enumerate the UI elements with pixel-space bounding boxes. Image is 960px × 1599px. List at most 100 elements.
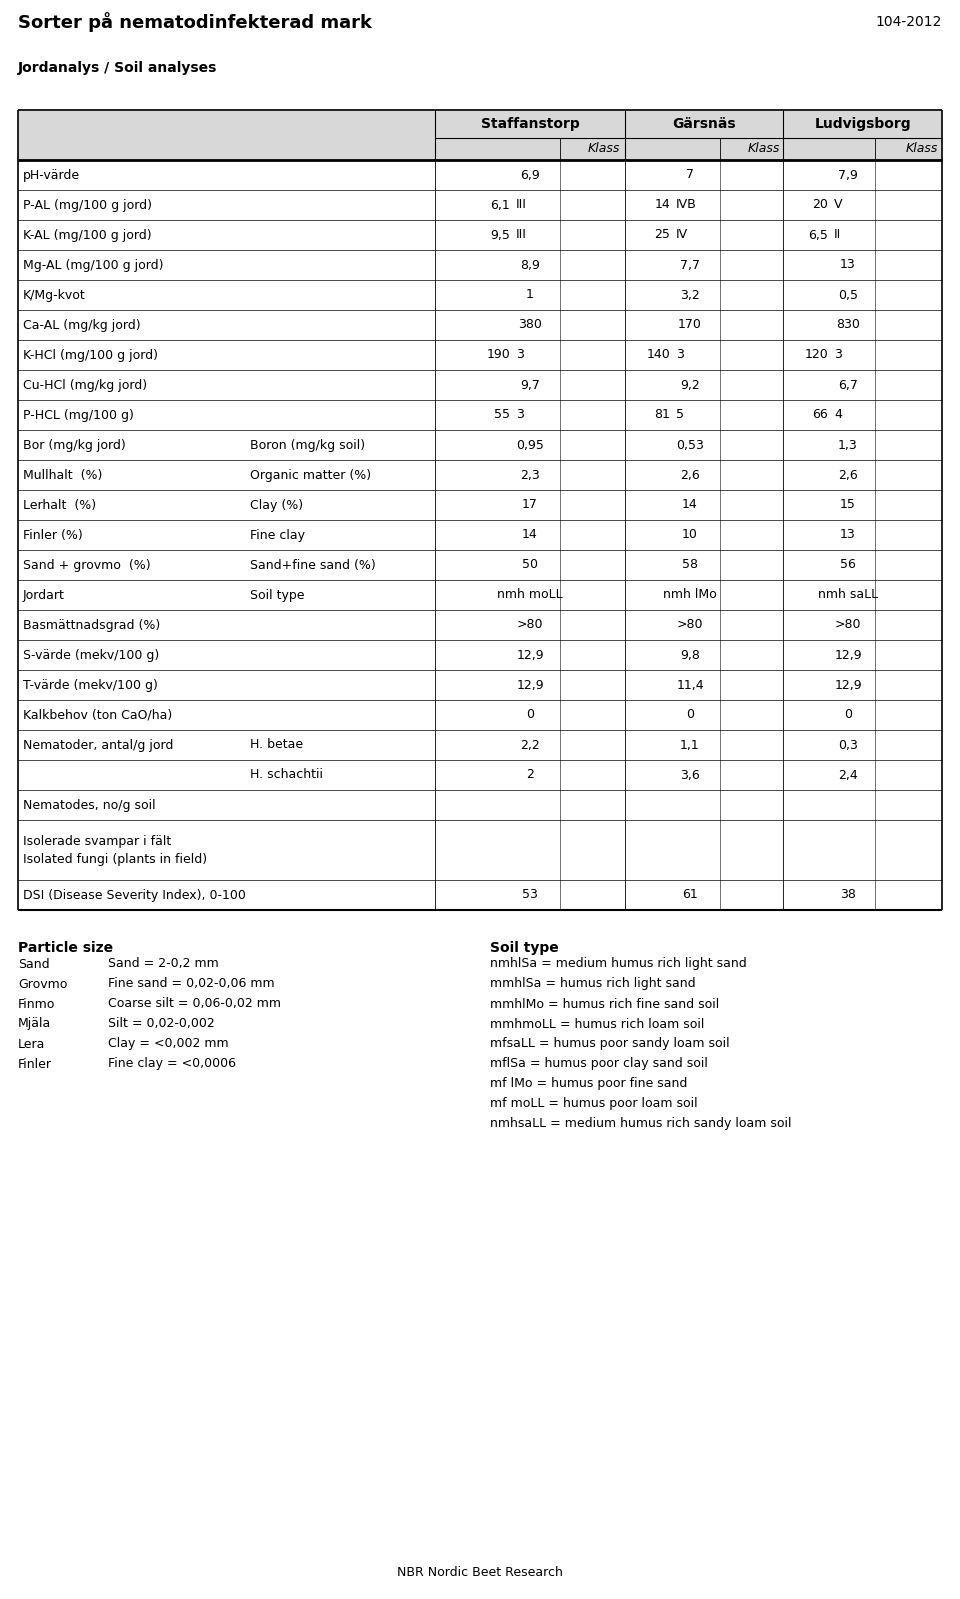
Text: Ludvigsborg: Ludvigsborg xyxy=(815,117,911,131)
Text: 2,6: 2,6 xyxy=(838,469,858,481)
Text: Grovmo: Grovmo xyxy=(18,977,67,990)
Text: 0: 0 xyxy=(686,708,694,721)
Text: 53: 53 xyxy=(522,889,538,902)
Text: Klass: Klass xyxy=(905,142,938,155)
Text: 8,9: 8,9 xyxy=(520,259,540,272)
Text: 0,5: 0,5 xyxy=(838,288,858,302)
Text: Nematoder, antal/g jord: Nematoder, antal/g jord xyxy=(23,739,174,752)
Text: Fine sand = 0,02-0,06 mm: Fine sand = 0,02-0,06 mm xyxy=(108,977,275,990)
Text: P-AL (mg/100 g jord): P-AL (mg/100 g jord) xyxy=(23,198,152,211)
Text: K-AL (mg/100 g jord): K-AL (mg/100 g jord) xyxy=(23,229,152,241)
Text: Mg-AL (mg/100 g jord): Mg-AL (mg/100 g jord) xyxy=(23,259,163,272)
Text: pH-värde: pH-värde xyxy=(23,168,80,182)
Text: mfsaLL = humus poor sandy loam soil: mfsaLL = humus poor sandy loam soil xyxy=(490,1038,730,1051)
Text: Cu-HCl (mg/kg jord): Cu-HCl (mg/kg jord) xyxy=(23,379,147,392)
Text: 6,9: 6,9 xyxy=(520,168,540,182)
Text: 25: 25 xyxy=(654,229,670,241)
Text: III: III xyxy=(516,229,527,241)
Text: 0,95: 0,95 xyxy=(516,438,544,451)
Text: 2,6: 2,6 xyxy=(680,469,700,481)
Text: 81: 81 xyxy=(654,408,670,422)
Text: Sorter på nematodinfekterad mark: Sorter på nematodinfekterad mark xyxy=(18,13,372,32)
Text: 5: 5 xyxy=(676,408,684,422)
Text: mmhmoLL = humus rich loam soil: mmhmoLL = humus rich loam soil xyxy=(490,1017,705,1030)
Text: S-värde (mekv/100 g): S-värde (mekv/100 g) xyxy=(23,649,159,662)
Text: mf lMo = humus poor fine sand: mf lMo = humus poor fine sand xyxy=(490,1078,687,1091)
Text: H. betae: H. betae xyxy=(250,739,303,752)
Text: nmhsaLL = medium humus rich sandy loam soil: nmhsaLL = medium humus rich sandy loam s… xyxy=(490,1118,791,1130)
Text: Ca-AL (mg/kg jord): Ca-AL (mg/kg jord) xyxy=(23,318,140,331)
Text: 66: 66 xyxy=(812,408,828,422)
Text: 50: 50 xyxy=(522,558,538,571)
Text: Clay = <0,002 mm: Clay = <0,002 mm xyxy=(108,1038,228,1051)
Text: 170: 170 xyxy=(678,318,702,331)
Text: 12,9: 12,9 xyxy=(516,649,543,662)
Text: 61: 61 xyxy=(683,889,698,902)
Text: 12,9: 12,9 xyxy=(834,649,862,662)
Text: Fine clay = <0,0006: Fine clay = <0,0006 xyxy=(108,1057,236,1070)
Text: nmh moLL: nmh moLL xyxy=(497,588,563,601)
Text: V: V xyxy=(834,198,843,211)
Text: 12,9: 12,9 xyxy=(834,678,862,691)
Text: Sand+fine sand (%): Sand+fine sand (%) xyxy=(250,558,375,571)
Text: 140: 140 xyxy=(646,349,670,361)
Text: K/Mg-kvot: K/Mg-kvot xyxy=(23,288,85,302)
Text: 120: 120 xyxy=(804,349,828,361)
Text: 3,6: 3,6 xyxy=(680,769,700,782)
Text: 17: 17 xyxy=(522,499,538,512)
Text: Bor (mg/kg jord): Bor (mg/kg jord) xyxy=(23,438,126,451)
Text: Mjäla: Mjäla xyxy=(18,1017,51,1030)
Text: Klass: Klass xyxy=(588,142,620,155)
Text: 1,1: 1,1 xyxy=(680,739,700,752)
Text: Organic matter (%): Organic matter (%) xyxy=(250,469,372,481)
Text: 830: 830 xyxy=(836,318,860,331)
Text: 104-2012: 104-2012 xyxy=(876,14,942,29)
Text: 14: 14 xyxy=(683,499,698,512)
Text: T-värde (mekv/100 g): T-värde (mekv/100 g) xyxy=(23,678,157,691)
Text: 58: 58 xyxy=(682,558,698,571)
Text: 14: 14 xyxy=(522,529,538,542)
Text: Particle size: Particle size xyxy=(18,940,113,955)
Text: 3: 3 xyxy=(516,349,524,361)
Text: 4: 4 xyxy=(834,408,842,422)
Text: 14: 14 xyxy=(655,198,670,211)
Text: >80: >80 xyxy=(516,619,543,632)
Text: 1: 1 xyxy=(526,288,534,302)
Text: Jordart: Jordart xyxy=(23,588,65,601)
Text: K-HCl (mg/100 g jord): K-HCl (mg/100 g jord) xyxy=(23,349,158,361)
Text: 6,1: 6,1 xyxy=(491,198,510,211)
Text: P-HCL (mg/100 g): P-HCL (mg/100 g) xyxy=(23,408,133,422)
Text: IVB: IVB xyxy=(676,198,697,211)
Text: 3: 3 xyxy=(516,408,524,422)
Text: 7: 7 xyxy=(686,168,694,182)
Text: Finler (%): Finler (%) xyxy=(23,529,83,542)
Text: Finler: Finler xyxy=(18,1057,52,1070)
Bar xyxy=(18,110,942,160)
Text: mflSa = humus poor clay sand soil: mflSa = humus poor clay sand soil xyxy=(490,1057,708,1070)
Text: 7,7: 7,7 xyxy=(680,259,700,272)
Text: Gärsnäs: Gärsnäs xyxy=(672,117,735,131)
Text: Lerhalt  (%): Lerhalt (%) xyxy=(23,499,96,512)
Text: >80: >80 xyxy=(677,619,704,632)
Text: Jordanalys / Soil analyses: Jordanalys / Soil analyses xyxy=(18,61,217,75)
Text: 2,2: 2,2 xyxy=(520,739,540,752)
Text: Soil type: Soil type xyxy=(250,588,304,601)
Text: Silt = 0,02-0,002: Silt = 0,02-0,002 xyxy=(108,1017,215,1030)
Text: 12,9: 12,9 xyxy=(516,678,543,691)
Text: 10: 10 xyxy=(682,529,698,542)
Text: 6,5: 6,5 xyxy=(808,229,828,241)
Text: NBR Nordic Beet Research: NBR Nordic Beet Research xyxy=(397,1565,563,1578)
Text: 2: 2 xyxy=(526,769,534,782)
Text: 15: 15 xyxy=(840,499,856,512)
Text: mf moLL = humus poor loam soil: mf moLL = humus poor loam soil xyxy=(490,1097,698,1110)
Text: nmhlSa = medium humus rich light sand: nmhlSa = medium humus rich light sand xyxy=(490,958,747,971)
Text: 9,5: 9,5 xyxy=(491,229,510,241)
Text: IV: IV xyxy=(676,229,688,241)
Text: 380: 380 xyxy=(518,318,542,331)
Text: >80: >80 xyxy=(835,619,861,632)
Text: Klass: Klass xyxy=(748,142,780,155)
Text: 2,3: 2,3 xyxy=(520,469,540,481)
Text: Soil type: Soil type xyxy=(490,940,559,955)
Text: Coarse silt = 0,06-0,02 mm: Coarse silt = 0,06-0,02 mm xyxy=(108,998,281,1011)
Text: 13: 13 xyxy=(840,529,856,542)
